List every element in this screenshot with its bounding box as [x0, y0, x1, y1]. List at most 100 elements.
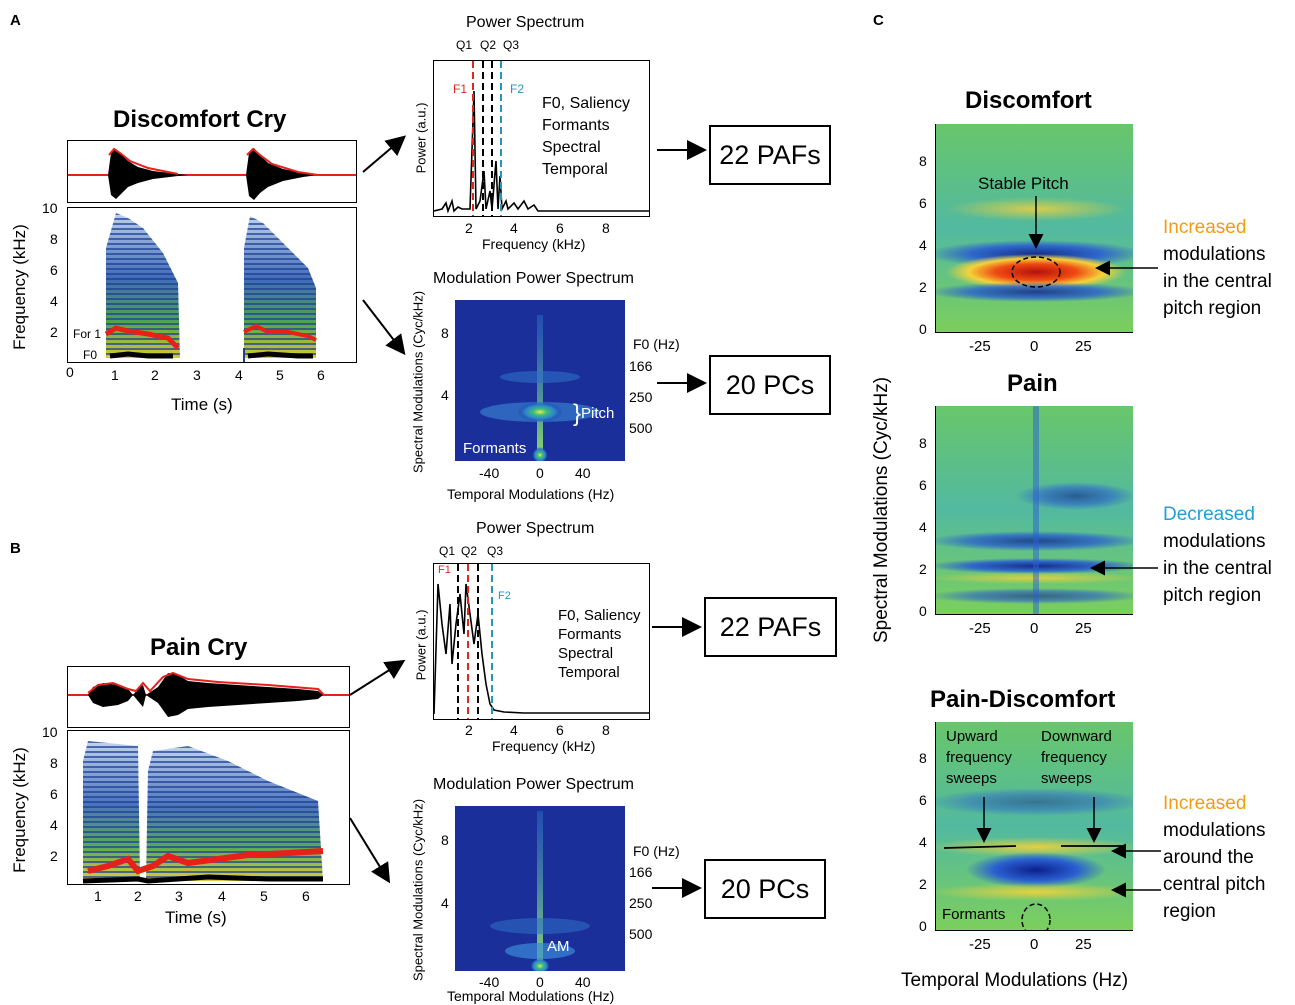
mps-ytick-b: 8 — [441, 832, 449, 848]
ytick-b: 10 — [42, 724, 58, 740]
arrows-b — [349, 659, 406, 884]
ytick-b: 8 — [50, 755, 58, 771]
c-xtick: -25 — [969, 338, 991, 355]
increased-label: Increased — [1163, 217, 1247, 238]
c-ytick: 2 — [919, 279, 927, 295]
f0-tick-b: 250 — [629, 895, 653, 911]
c-xtick: 25 — [1075, 620, 1092, 637]
label-line: sweeps — [1041, 770, 1092, 787]
ps-xtick-a: 4 — [510, 220, 518, 236]
upward-sweeps-label: Upward frequency sweeps — [946, 726, 1012, 789]
downward-sweeps-label: Downward frequency sweeps — [1041, 726, 1112, 789]
q2-label-b: Q2 — [461, 544, 478, 558]
xtick-a: 4 — [235, 367, 243, 383]
f0-axis-label-a: F0 (Hz) — [633, 336, 680, 352]
pafs-box-a: 22 PAFs — [709, 125, 831, 185]
pcs-box-a: 20 PCs — [709, 355, 831, 415]
waveform-discomfort — [67, 140, 357, 203]
stable-pitch-label: Stable Pitch — [978, 174, 1069, 193]
ps-xtick-b: 4 — [510, 722, 518, 738]
decreased-label: Decreased — [1163, 504, 1255, 525]
discomfort-title: Discomfort — [965, 87, 1092, 114]
xtick-a: 5 — [276, 367, 284, 383]
label-line: Upward — [946, 728, 998, 745]
c-ytick: 8 — [919, 435, 927, 451]
xtick-b: 5 — [260, 888, 268, 904]
spectrogram-pain — [67, 730, 350, 885]
mps-ytick-a: 4 — [441, 387, 449, 403]
increased-label: Increased — [1163, 793, 1247, 814]
c-ytick: 4 — [919, 834, 927, 850]
c-ytick: 0 — [919, 321, 927, 337]
ann-line: modulations — [1163, 244, 1266, 265]
c-xtick: 25 — [1075, 936, 1092, 953]
label-line: sweeps — [946, 770, 997, 787]
label-line: Downward — [1041, 728, 1112, 745]
feature-temporal: Temporal — [558, 664, 620, 681]
feature-f0: F0, Saliency — [542, 95, 631, 112]
spectrogram-discomfort: For 1 F0 — [67, 207, 357, 363]
ps-ylabel-a: Power (a.u.) — [413, 102, 429, 174]
ps-xtick-b: 6 — [556, 722, 564, 738]
q2-label-a: Q2 — [480, 38, 497, 52]
mps-title-b: Modulation Power Spectrum — [433, 776, 634, 793]
ps-ylabel-b: Power (a.u.) — [413, 609, 429, 681]
label-line: frequency — [1041, 749, 1107, 766]
discomfort-cry-title: Discomfort Cry — [113, 106, 287, 133]
c-ytick: 6 — [919, 792, 927, 808]
f0-label: F0 — [83, 348, 98, 362]
pain-title: Pain — [1007, 370, 1058, 397]
ann-line: modulations — [1163, 531, 1266, 552]
formants-label-a: Formants — [463, 440, 527, 457]
arrow-to-pcs-a — [657, 373, 707, 393]
annotation-discomfort: Increased modulations in the central pit… — [1163, 214, 1272, 322]
panel-label-a: A — [10, 12, 21, 29]
q1-label-a: Q1 — [456, 38, 473, 52]
arrow-pain — [1090, 560, 1158, 576]
ann-line: central pitch — [1163, 874, 1266, 895]
feature-formants: Formants — [558, 626, 622, 643]
c-ytick: 2 — [919, 561, 927, 577]
mps-ylabel-a: Spectral Modulations (Cyc/kHz) — [410, 290, 426, 474]
mps-b: AM — [455, 806, 625, 971]
feature-temporal: Temporal — [542, 161, 608, 178]
mps-xtick-a: 40 — [575, 465, 591, 481]
f0-tick-b: 166 — [629, 864, 653, 880]
ytick-a: 8 — [50, 231, 58, 247]
feature-spectral: Spectral — [558, 645, 614, 662]
ytick-b: 4 — [50, 817, 58, 833]
arrow-to-pcs-b — [652, 878, 702, 898]
c-xtick: 0 — [1030, 620, 1039, 637]
ps-features-a: F0, Saliency Formants Spectral Temporal — [542, 93, 630, 181]
ytick-a: 4 — [50, 293, 58, 309]
ps-xtick-a: 8 — [602, 220, 610, 236]
xtick-b: 2 — [134, 888, 142, 904]
power-spectrum-b: F1 F2 F0, Saliency Formants Spectral Tem… — [433, 563, 650, 720]
xtick-b: 3 — [175, 888, 183, 904]
mps-ytick-a: 8 — [441, 325, 449, 341]
c-ytick: 0 — [919, 603, 927, 619]
spec-xlabel-b: Time (s) — [165, 908, 227, 927]
pcs-box-b: 20 PCs — [704, 859, 826, 919]
feature-spectral: Spectral — [542, 139, 601, 156]
c-ylabel: Spectral Modulations (Cyc/kHz) — [871, 376, 892, 644]
for1-label: For 1 — [73, 327, 102, 341]
xtick-b: 4 — [218, 888, 226, 904]
c-ytick: 4 — [919, 519, 927, 535]
ytick-b: 6 — [50, 786, 58, 802]
ps-xlabel-a: Frequency (kHz) — [482, 236, 586, 252]
panel-label-c: C — [873, 12, 884, 29]
xtick-a: 2 — [151, 367, 159, 383]
c-xtick: -25 — [969, 936, 991, 953]
q1-label-b: Q1 — [439, 544, 456, 558]
ann-line: pitch region — [1163, 585, 1262, 606]
f2-label-b: F2 — [498, 590, 511, 602]
c-xtick: -25 — [969, 620, 991, 637]
f0-tick-a: 500 — [629, 420, 653, 436]
mps-xlabel-b: Temporal Modulations (Hz) — [447, 988, 615, 1004]
ann-line: around the — [1163, 847, 1254, 868]
ytick-a: 6 — [50, 262, 58, 278]
waveform-pain — [67, 666, 350, 728]
ps-xtick-a: 6 — [556, 220, 564, 236]
c-ytick: 0 — [919, 918, 927, 934]
